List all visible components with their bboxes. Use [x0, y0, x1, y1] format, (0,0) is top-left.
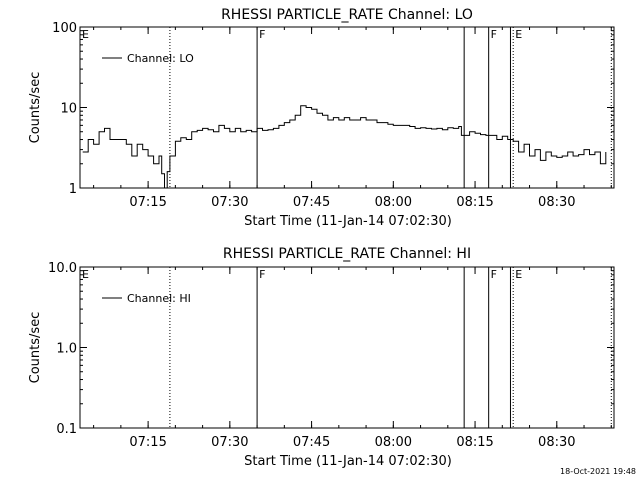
- y-tick-label: 10.0: [48, 261, 77, 276]
- legend-label: Channel: LO: [127, 52, 194, 65]
- x-tick-label: 08:15: [456, 195, 493, 210]
- x-tick-label: 07:30: [211, 435, 248, 450]
- x-tick-label: 08:00: [375, 195, 412, 210]
- event-marker-label: F: [491, 28, 497, 41]
- y-axis-label: Counts/sec: [28, 72, 43, 144]
- x-axis-label: Start Time (11-Jan-14 07:02:30): [244, 454, 452, 469]
- x-tick-label: 07:45: [293, 435, 330, 450]
- x-tick-label: 07:15: [129, 195, 166, 210]
- event-marker-label: F: [259, 28, 265, 41]
- x-tick-label: 08:15: [456, 435, 493, 450]
- legend: Channel: LO: [102, 52, 194, 65]
- x-tick-label: 08:00: [375, 435, 412, 450]
- event-marker-label: E: [515, 268, 522, 281]
- chart-title: RHESSI PARTICLE_RATE Channel: LO: [221, 7, 473, 23]
- y-tick-label: 100: [52, 21, 77, 36]
- event-marker-label: F: [491, 268, 497, 281]
- event-marker-label: F: [259, 268, 265, 281]
- y-tick-label: 1.0: [56, 342, 77, 357]
- x-tick-label: 07:30: [211, 195, 248, 210]
- chart-title: RHESSI PARTICLE_RATE Channel: HI: [223, 246, 471, 262]
- event-marker-label: E: [515, 28, 522, 41]
- timestamp: 18-Oct-2021 19:48: [560, 467, 636, 476]
- panel-1: RHESSI PARTICLE_RATE Channel: LO 1 10 100 Co…: [28, 7, 615, 229]
- panel-2: RHESSI PARTICLE_RATE Channel: HI 0.1 1.0 10…: [28, 246, 615, 469]
- y-tick-label: 0.1: [56, 422, 77, 437]
- edge-label: E: [82, 28, 89, 41]
- x-tick-label: 07:15: [129, 435, 166, 450]
- legend: Channel: HI: [102, 292, 191, 305]
- y-axis-label: Counts/sec: [28, 312, 43, 384]
- x-tick-label: 08:30: [538, 435, 575, 450]
- edge-label: E: [82, 268, 89, 281]
- x-tick-label: 07:45: [293, 195, 330, 210]
- y-tick-label: 1: [69, 182, 77, 197]
- y-tick-label: 10: [60, 102, 77, 117]
- series-line: [82, 105, 607, 189]
- legend-label: Channel: HI: [127, 292, 191, 305]
- x-tick-label: 08:30: [538, 195, 575, 210]
- x-axis-label: Start Time (11-Jan-14 07:02:30): [244, 214, 452, 229]
